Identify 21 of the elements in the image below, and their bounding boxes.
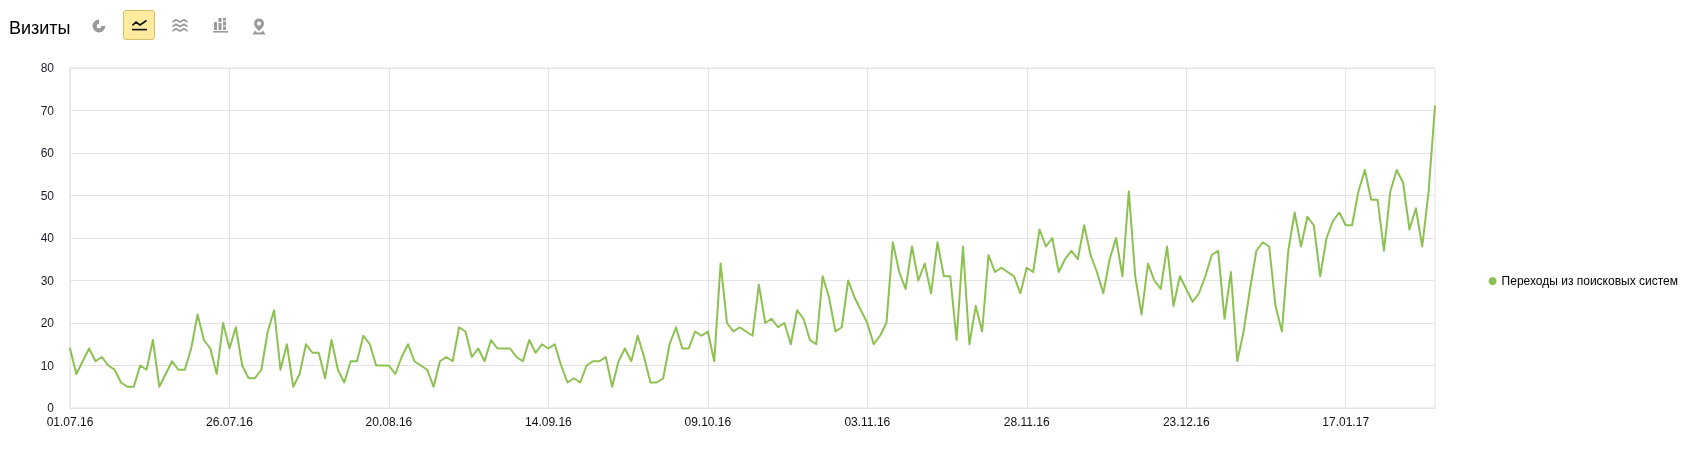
x-tick-label: 01.07.16	[46, 415, 94, 429]
y-tick-label: 40	[40, 231, 55, 245]
x-tick-label: 28.11.16	[1003, 415, 1051, 429]
line-series	[69, 105, 1436, 388]
y-tick-label: 20	[40, 316, 55, 330]
chart-title: Визиты	[9, 18, 71, 38]
x-tick-label: 03.11.16	[844, 415, 891, 429]
x-tick-label: 09.10.16	[684, 415, 732, 429]
legend-label: Переходы из поисковых систем	[1501, 274, 1679, 288]
y-tick-label: 10	[40, 358, 55, 373]
y-tick-label: 80	[40, 61, 55, 75]
x-tick-label: 23.12.16	[1162, 415, 1210, 429]
x-tick-label: 14.09.16	[525, 415, 573, 429]
y-tick-label: 0	[47, 401, 55, 415]
x-tick-label: 26.07.16	[206, 415, 254, 429]
y-tick-label: 60	[40, 146, 55, 160]
y-tick-label: 50	[40, 188, 55, 203]
y-tick-label: 70	[40, 103, 55, 118]
y-tick-label: 30	[40, 273, 55, 288]
x-tick-label: 17.01.17	[1322, 415, 1370, 429]
x-tick-label: 20.08.16	[365, 415, 413, 429]
